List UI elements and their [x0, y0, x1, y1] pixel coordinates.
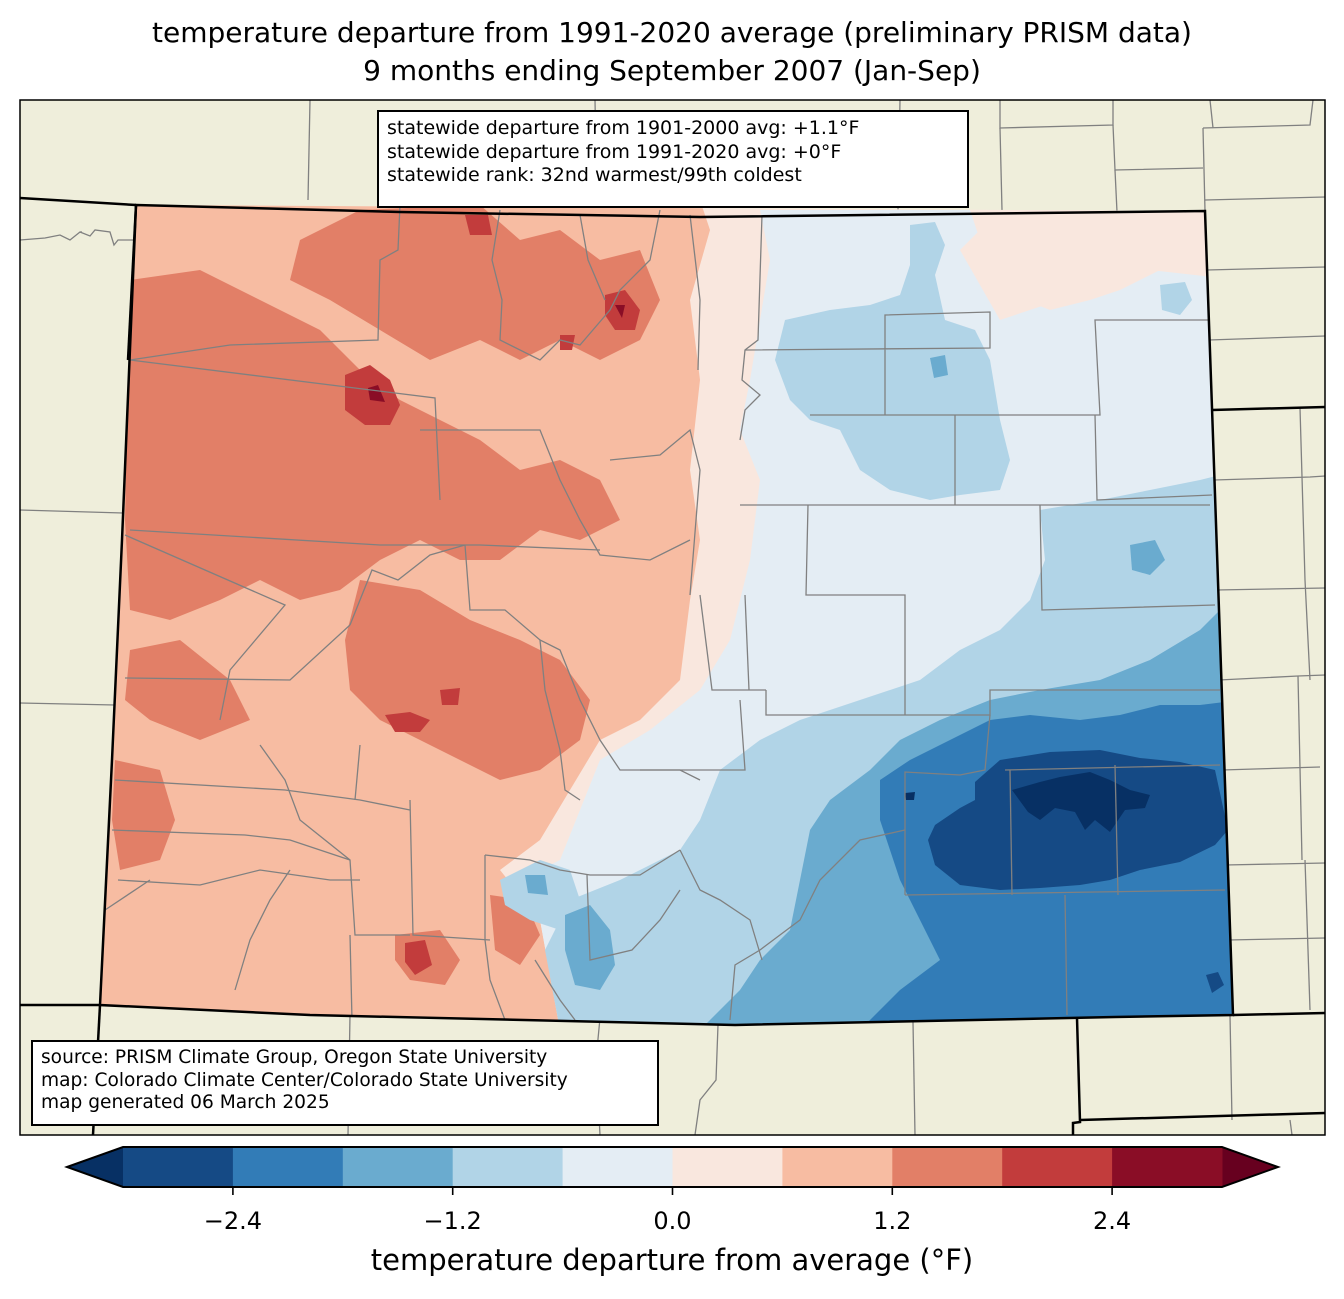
band-1.8-to-2.4 [405, 940, 432, 975]
colorbar [64, 1146, 1281, 1195]
generated-date-line: map generated 06 March 2025 [41, 1092, 330, 1113]
map-frame [19, 99, 1326, 1136]
colorbar-tick-label: 2.4 [1093, 1207, 1132, 1235]
colorbar-tick-label: −2.4 [203, 1207, 263, 1235]
colorbar-segment [892, 1147, 1003, 1187]
colorado-border [98, 203, 1235, 1027]
map-title: temperature departure from 1991-2020 ave… [152, 16, 1192, 49]
colorbar-segment [123, 1147, 234, 1187]
band-1.2-to-1.8 [125, 640, 250, 740]
colorbar-segment [232, 1147, 344, 1187]
band-2.4-to-3.0 [368, 385, 385, 402]
band-neg1.2-to-neg0.6 [500, 860, 580, 930]
band-1.8-to-2.4 [385, 712, 430, 732]
colorbar-segment [782, 1147, 893, 1187]
band-below-neg3.0 [905, 792, 915, 800]
band-neg3.0-to-neg2.4 [1206, 972, 1224, 993]
state-borders [20, 196, 1325, 1135]
colorbar-label: temperature departure from average (°F) [370, 1243, 974, 1277]
colorbar-under-extension [67, 1147, 123, 1187]
colorbar-segment [342, 1147, 454, 1187]
source-line: source: PRISM Climate Group, Oregon Stat… [41, 1047, 548, 1068]
band-1.2-to-1.8 [112, 760, 175, 870]
colorbar-outline [64, 1146, 1281, 1188]
band-neg3.0-to-neg2.4 [928, 750, 1228, 890]
band-2.4-to-3.0 [615, 305, 625, 318]
temperature-field [100, 205, 1233, 1025]
band-neg1.8-to-neg1.2 [525, 875, 548, 895]
band-neg1.2-to-neg0.6 [775, 222, 1010, 500]
band-0.0-to-0.6 [970, 210, 1233, 310]
band-1.2-to-1.8 [290, 205, 660, 360]
colorbar-segment [1112, 1147, 1223, 1187]
colorbar-tick-label: −1.2 [423, 1207, 482, 1235]
statewide-stats-box: statewide departure from 1901-2000 avg: … [377, 110, 969, 208]
band-1.2-to-1.8 [125, 270, 620, 620]
colorbar-segment [672, 1147, 783, 1187]
stats-line-rank: statewide rank: 32nd warmest/99th coldes… [387, 164, 802, 186]
band-neg1.8-to-neg1.2 [930, 355, 948, 378]
band-neg1.8-to-neg1.2 [1130, 540, 1165, 575]
colorbar-tick-label: 1.2 [873, 1207, 912, 1235]
colorbar-over-extension [1222, 1147, 1278, 1187]
colorbar-tick-label: 0.0 [653, 1207, 692, 1235]
map-credit-line: map: Colorado Climate Center/Colorado St… [41, 1069, 568, 1091]
colorbar-segment [562, 1147, 673, 1187]
colorbar-segment [1002, 1147, 1113, 1187]
colorbar-segment [452, 1147, 564, 1187]
map-subtitle: 9 months ending September 2007 (Jan-Sep) [363, 54, 981, 87]
band-neg1.2-to-neg0.6 [1160, 282, 1192, 315]
colorado-county-lines [104, 205, 1226, 1021]
stats-line-1901-2000: statewide departure from 1901-2000 avg: … [387, 117, 860, 139]
band-1.8-to-2.4 [440, 688, 460, 705]
stats-line-1991-2020: statewide departure from 1991-2020 avg: … [387, 140, 842, 163]
band-1.8-to-2.4 [465, 215, 492, 235]
source-box: source: PRISM Climate Group, Oregon Stat… [31, 1040, 659, 1126]
